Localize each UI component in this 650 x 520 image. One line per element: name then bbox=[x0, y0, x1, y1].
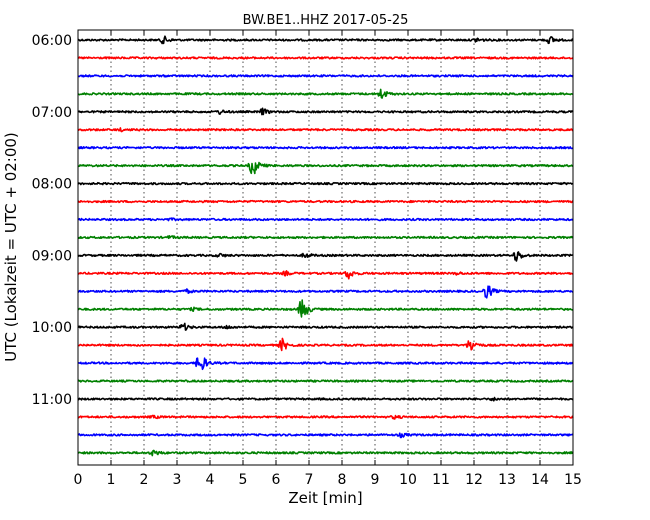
trace-line bbox=[77, 251, 574, 262]
trace-line bbox=[77, 270, 574, 280]
traces bbox=[77, 35, 574, 457]
x-tick-label: 11 bbox=[432, 472, 450, 488]
x-tick-label: 5 bbox=[239, 472, 248, 488]
trace-line bbox=[77, 235, 574, 240]
y-axis-label: UTC (Lokalzeit = UTC + 02:00) bbox=[2, 132, 20, 362]
x-axis-label: Zeit [min] bbox=[288, 489, 362, 507]
y-tick-label: 08:00 bbox=[32, 177, 72, 193]
x-tick-label: 10 bbox=[399, 472, 417, 488]
trace-line bbox=[77, 379, 574, 383]
ticks: 0 1 2 3 4 5 6 7 8 9 10 11 12 13 14 1506:0007:0008:0009:… bbox=[32, 30, 582, 488]
trace-line bbox=[77, 396, 574, 402]
trace-line bbox=[77, 199, 574, 204]
trace-line bbox=[77, 88, 574, 99]
trace-line bbox=[77, 217, 574, 222]
trace-line bbox=[77, 299, 574, 318]
y-tick-label: 11:00 bbox=[32, 392, 72, 408]
trace-line bbox=[77, 449, 574, 457]
x-tick-label: 7 bbox=[305, 472, 314, 488]
trace-line bbox=[77, 35, 574, 45]
x-tick-label: 3 bbox=[173, 472, 182, 488]
x-tick-label: 12 bbox=[465, 472, 483, 488]
y-tick-label: 10:00 bbox=[32, 320, 72, 336]
chart-title: BW.BE1..HHZ 2017-05-25 bbox=[243, 13, 409, 28]
y-tick-label: 06:00 bbox=[32, 33, 72, 49]
trace-line bbox=[77, 285, 574, 299]
trace-line bbox=[77, 127, 574, 133]
grid bbox=[110, 30, 541, 465]
x-tick-label: 6 bbox=[272, 472, 281, 488]
trace-line bbox=[77, 357, 574, 371]
trace-line bbox=[77, 56, 574, 60]
trace-line bbox=[77, 322, 574, 331]
x-tick-label: 1 bbox=[107, 472, 116, 488]
x-tick-label: 15 bbox=[564, 472, 582, 488]
trace-line bbox=[77, 161, 574, 175]
trace-line bbox=[77, 107, 574, 116]
x-tick-label: 4 bbox=[206, 472, 215, 488]
trace-line bbox=[77, 74, 574, 78]
x-tick-label: 2 bbox=[140, 472, 149, 488]
trace-line bbox=[77, 181, 574, 186]
x-tick-label: 14 bbox=[531, 472, 549, 488]
x-tick-label: 13 bbox=[498, 472, 516, 488]
trace-line bbox=[77, 146, 574, 150]
trace-line bbox=[77, 337, 574, 352]
y-tick-label: 07:00 bbox=[32, 105, 72, 121]
trace-line bbox=[77, 432, 574, 439]
x-tick-label: 0 bbox=[74, 472, 83, 488]
y-tick-label: 09:00 bbox=[32, 248, 72, 264]
x-tick-label: 8 bbox=[338, 472, 347, 488]
trace-line bbox=[77, 414, 574, 420]
plot-frame bbox=[77, 29, 574, 466]
x-tick-label: 9 bbox=[371, 472, 380, 488]
